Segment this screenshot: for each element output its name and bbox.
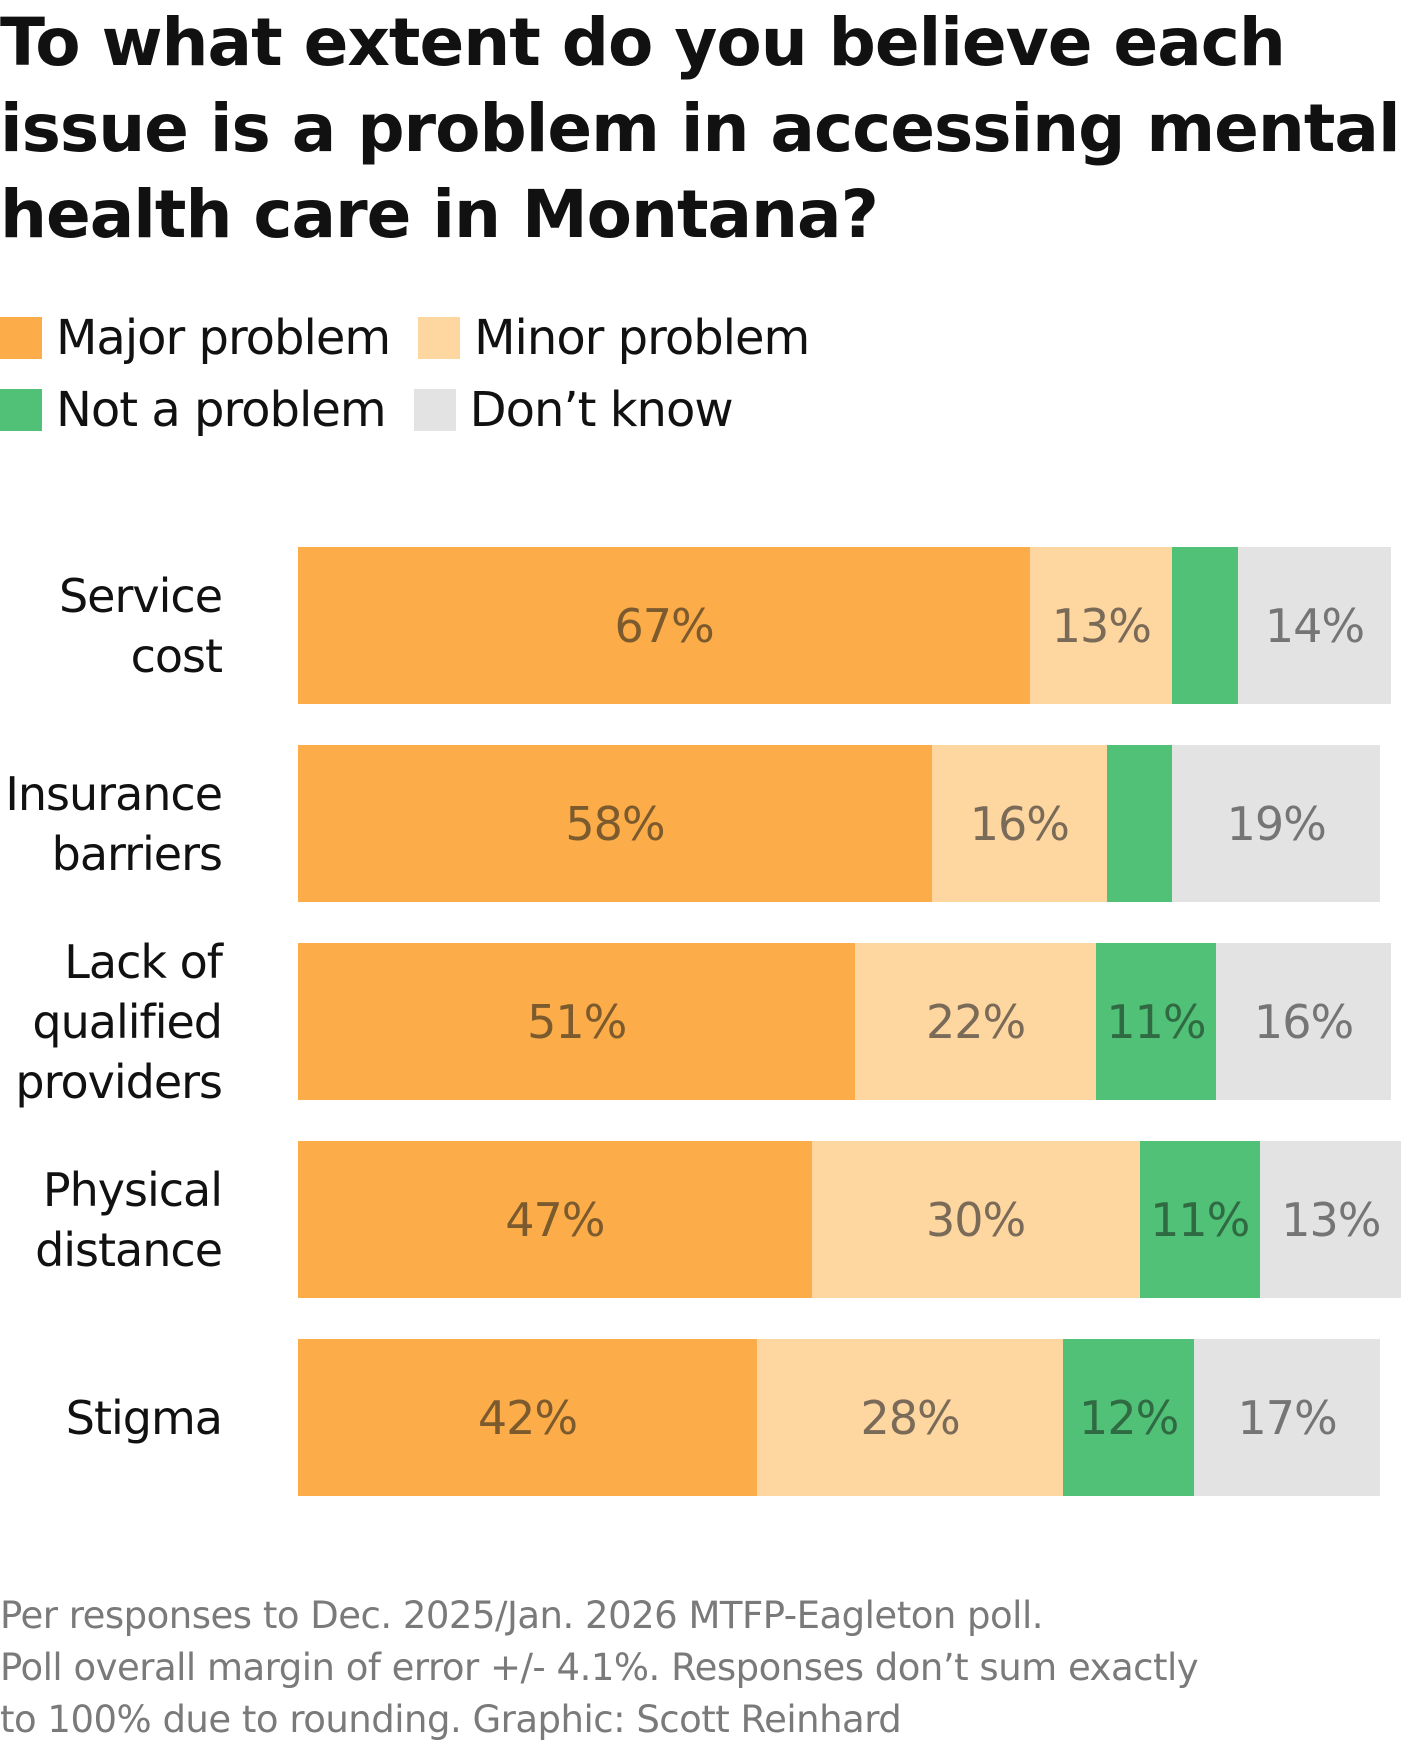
stacked-bar-chart: Service cost 67% 13% 14% Insurance barriers 58%… xyxy=(0,540,1401,1520)
category-label-line: barriers xyxy=(51,826,223,881)
legend-item-major: Major problem xyxy=(0,310,391,366)
bar-segment: 13% xyxy=(1259,1141,1401,1298)
legend-label-not: Not a problem xyxy=(56,382,387,438)
category-label-line: Lack of xyxy=(64,934,223,989)
bar-row: 58% 16% 19% xyxy=(298,745,1381,902)
bar-row: 42% 28% 12% 17% xyxy=(298,1339,1381,1496)
bar-segment: 42% xyxy=(298,1339,758,1496)
category-label: Insurance barriers xyxy=(0,745,223,902)
bar-segment: 12% xyxy=(1063,1339,1195,1496)
bar-row: 47% 30% 11% 13% xyxy=(298,1141,1401,1298)
bar-segment: 47% xyxy=(298,1141,812,1298)
data-label: 12% xyxy=(1079,1390,1179,1445)
data-label: 16% xyxy=(969,796,1070,851)
data-label: 22% xyxy=(926,994,1026,1049)
footer-line-1: Per responses to Dec. 2025/Jan. 2026 MTF… xyxy=(0,1594,1044,1637)
bar-segment xyxy=(1172,547,1238,704)
bar-segment: 58% xyxy=(298,745,932,902)
bar-segment: 22% xyxy=(855,943,1096,1100)
category-label: Lack of qualified providers xyxy=(0,935,223,1109)
legend-swatch-minor xyxy=(418,317,461,359)
bar-segment: 19% xyxy=(1172,745,1381,902)
category-label-line: Insurance xyxy=(5,766,223,821)
footer-note: Per responses to Dec. 2025/Jan. 2026 MTF… xyxy=(0,1590,1401,1746)
data-label: 11% xyxy=(1106,994,1206,1049)
legend-row-2: Not a problem Don’t know xyxy=(0,380,761,440)
bar-segment: 30% xyxy=(811,1141,1140,1298)
legend-item-minor: Minor problem xyxy=(418,310,810,366)
category-label-line: distance xyxy=(35,1222,223,1277)
data-label: 14% xyxy=(1264,598,1365,653)
category-label: Service cost xyxy=(0,547,223,704)
footer-line-3: to 100% due to rounding. Graphic: Scott … xyxy=(0,1698,902,1741)
legend-swatch-major xyxy=(0,317,42,359)
bar-segment: 14% xyxy=(1237,547,1391,704)
bar-segment xyxy=(1106,745,1173,902)
bar-row: 51% 22% 11% 16% xyxy=(298,943,1391,1100)
category-label-line: Physical xyxy=(42,1162,223,1217)
legend-label-major: Major problem xyxy=(56,310,391,366)
category-label: Physical distance xyxy=(0,1141,223,1298)
bar-row: 67% 13% 14% xyxy=(298,547,1391,704)
data-label: 28% xyxy=(860,1390,960,1445)
data-label: 19% xyxy=(1226,796,1327,851)
data-label: 13% xyxy=(1051,598,1152,653)
data-label: 42% xyxy=(477,1390,578,1445)
category-label-line: Stigma xyxy=(65,1390,223,1445)
legend-swatch-not xyxy=(0,389,42,431)
legend-row-1: Major problem Minor problem xyxy=(0,308,837,368)
category-label-line: cost xyxy=(130,628,223,683)
bar-segment: 16% xyxy=(1216,943,1391,1100)
data-label: 67% xyxy=(614,598,715,653)
legend-item-not: Not a problem xyxy=(0,382,387,438)
bar-segment: 51% xyxy=(298,943,856,1100)
data-label: 58% xyxy=(565,796,665,851)
bar-segment: 11% xyxy=(1095,943,1217,1100)
bar-segment: 16% xyxy=(931,745,1107,902)
bar-segment: 67% xyxy=(298,547,1031,704)
footer-line-2: Poll overall margin of error +/- 4.1%. R… xyxy=(0,1646,1199,1689)
bar-segment: 28% xyxy=(757,1339,1064,1496)
legend-label-minor: Minor problem xyxy=(474,310,810,366)
bar-segment: 11% xyxy=(1139,1141,1260,1298)
data-label: 51% xyxy=(527,994,627,1049)
chart-title: To what extent do you believe each issue… xyxy=(0,4,1401,253)
data-label: 11% xyxy=(1150,1192,1250,1247)
legend-label-dontknow: Don’t know xyxy=(469,382,734,438)
category-label-line: qualified xyxy=(32,994,223,1049)
data-label: 17% xyxy=(1237,1390,1338,1445)
legend-item-dontknow: Don’t know xyxy=(413,382,734,438)
category-label: Stigma xyxy=(0,1339,223,1496)
bar-segment: 17% xyxy=(1194,1339,1381,1496)
data-label: 13% xyxy=(1281,1192,1381,1247)
category-label-line: providers xyxy=(15,1054,223,1109)
legend-swatch-dontknow xyxy=(413,389,456,431)
category-label-line: Service xyxy=(58,568,223,623)
data-label: 30% xyxy=(926,1192,1026,1247)
data-label: 16% xyxy=(1253,994,1354,1049)
data-label: 47% xyxy=(505,1192,605,1247)
bar-segment: 13% xyxy=(1030,547,1173,704)
